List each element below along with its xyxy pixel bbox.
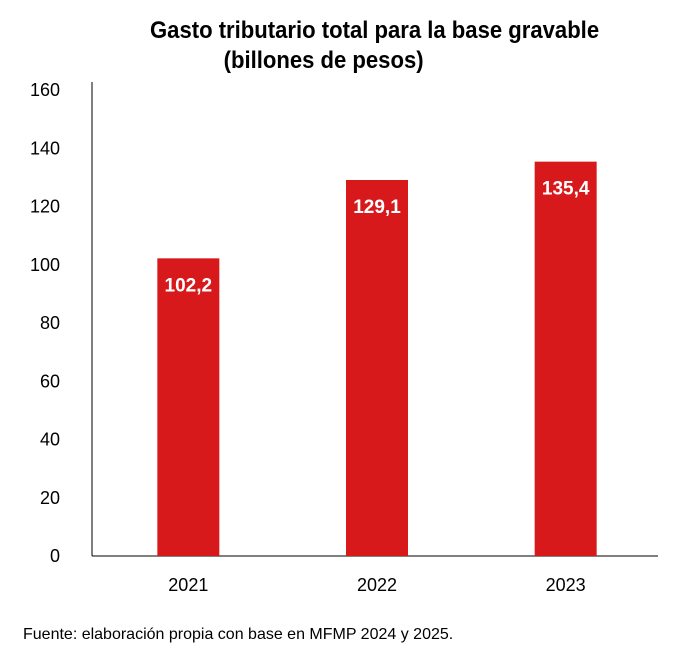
y-tick-label: 60 — [40, 371, 60, 391]
y-tick-label: 80 — [40, 313, 60, 333]
bar-data-label: 129,1 — [353, 197, 401, 218]
bar-data-label: 135,4 — [542, 179, 590, 200]
y-axis-ticks: 0 20 40 60 80 100 120 140 160 — [30, 80, 60, 566]
y-tick-label: 120 — [30, 197, 60, 217]
y-tick-label: 40 — [40, 430, 60, 450]
chart-title-line-1: Gasto tributario total para la base grav… — [150, 17, 600, 44]
x-axis-ticks: 2021 2022 2023 — [168, 575, 585, 595]
chart-title-line-2: (billones de pesos) — [223, 47, 424, 74]
y-tick-label: 0 — [50, 546, 60, 566]
y-tick-label: 20 — [40, 488, 60, 508]
chart-title: Gasto tributario total para la base grav… — [150, 16, 638, 76]
bar-data-label: 102,2 — [165, 275, 213, 296]
source-note: Fuente: elaboración propia con base en M… — [23, 626, 454, 643]
bars: 102,2 129,1 135,4 — [157, 161, 597, 556]
y-tick-label: 100 — [30, 255, 60, 275]
y-tick-label: 160 — [30, 80, 60, 100]
x-tick-label: 2022 — [357, 575, 397, 595]
bar — [534, 161, 597, 556]
y-tick-label: 140 — [30, 138, 60, 158]
x-tick-label: 2021 — [168, 575, 208, 595]
x-tick-label: 2023 — [546, 575, 586, 595]
bar — [346, 179, 408, 556]
bar-chart: 0 20 40 60 80 100 120 140 160 102,2 129,1 135,4 20… — [30, 80, 658, 595]
bar — [157, 258, 220, 556]
